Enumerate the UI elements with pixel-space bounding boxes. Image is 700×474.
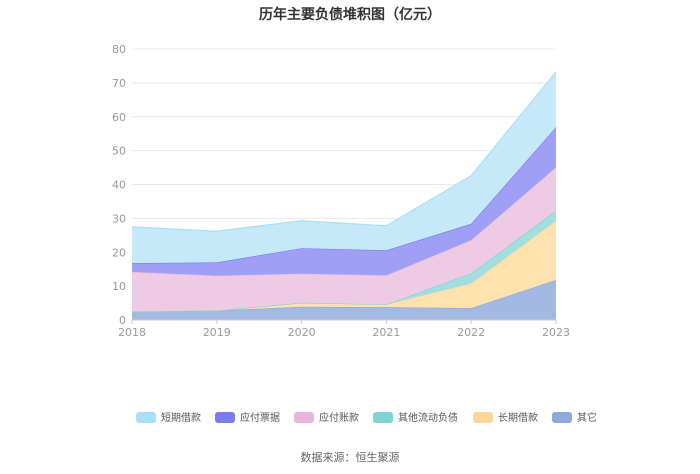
legend-swatch [373, 412, 393, 423]
y-axis: 0 10 20 30 40 50 60 70 80 [112, 43, 126, 327]
y-tick-label: 70 [112, 77, 126, 90]
y-tick-label: 80 [112, 43, 126, 56]
y-tick-label: 0 [119, 314, 126, 327]
legend-label: 短期借款 [161, 411, 201, 424]
y-tick-label: 40 [112, 179, 126, 192]
stacked-areas [131, 71, 557, 320]
x-tick-label: 2021 [372, 326, 400, 339]
x-tick-label: 2023 [542, 326, 570, 339]
area-series-5 [132, 71, 556, 264]
legend-label: 长期借款 [498, 411, 538, 424]
legend-label: 其他流动负债 [398, 411, 458, 424]
y-tick-label: 10 [112, 280, 126, 293]
chart-title: 历年主要负债堆积图（亿元） [259, 6, 441, 23]
legend: 短期借款 应付票据 应付账款 其他流动负债 长期借款 其它 [136, 411, 597, 424]
area-series-2 [132, 210, 556, 312]
x-tick-label: 2022 [457, 326, 485, 339]
area-series-4 [132, 127, 556, 276]
x-tick-label: 2018 [118, 326, 146, 339]
y-tick-label: 20 [112, 246, 126, 259]
x-axis: 2018 2019 2020 2021 2022 2023 [118, 319, 570, 339]
legend-label: 应付票据 [240, 411, 280, 424]
legend-swatch [473, 412, 493, 423]
y-tick-label: 30 [112, 212, 126, 225]
y-tick-label: 60 [112, 111, 126, 124]
x-tick-label: 2019 [203, 326, 231, 339]
x-tick-label: 2020 [288, 326, 316, 339]
legend-swatch [294, 412, 314, 423]
legend-swatch [215, 412, 235, 423]
area-series-line-5 [131, 71, 557, 232]
y-tick-label: 50 [112, 145, 126, 158]
legend-swatch [136, 412, 156, 423]
legend-label: 应付账款 [319, 411, 359, 424]
legend-label: 其它 [577, 411, 597, 424]
legend-swatch [552, 412, 572, 423]
data-source-label: 数据来源：恒生聚源 [301, 450, 400, 464]
